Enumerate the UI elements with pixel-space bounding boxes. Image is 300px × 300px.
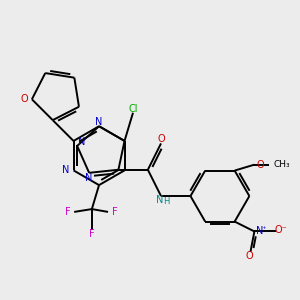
- Text: N: N: [78, 137, 85, 147]
- Text: N: N: [156, 195, 164, 205]
- Text: Cl: Cl: [129, 104, 138, 114]
- Text: CH₃: CH₃: [273, 160, 290, 169]
- Text: N: N: [85, 173, 93, 183]
- Text: N: N: [95, 117, 103, 127]
- Text: F: F: [112, 207, 118, 217]
- Text: F: F: [89, 229, 95, 239]
- Text: N: N: [256, 226, 263, 236]
- Text: H: H: [164, 197, 170, 206]
- Text: N: N: [61, 165, 69, 176]
- Text: ⁺: ⁺: [262, 225, 266, 234]
- Text: O: O: [157, 134, 165, 144]
- Text: O: O: [21, 94, 28, 104]
- Text: F: F: [64, 207, 70, 217]
- Text: O: O: [256, 160, 264, 170]
- Text: O: O: [245, 251, 253, 261]
- Text: O⁻: O⁻: [274, 225, 287, 235]
